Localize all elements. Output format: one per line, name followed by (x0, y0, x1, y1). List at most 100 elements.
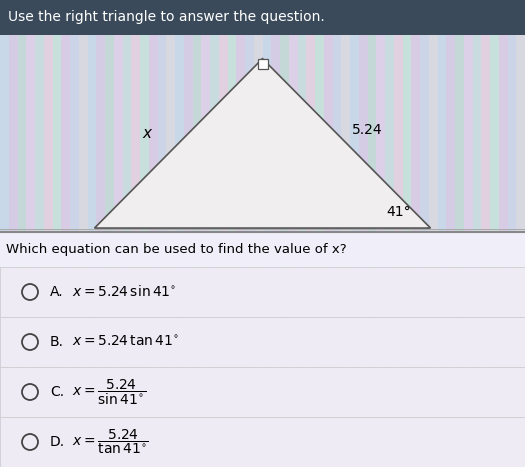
Bar (52, 267, 61, 467)
Bar (245, 267, 254, 467)
Bar (368, 35, 376, 232)
Bar (376, 267, 385, 467)
Bar (131, 267, 140, 467)
Bar (193, 267, 201, 467)
Text: $x = \dfrac{5.24}{\tan 41^{\circ}}$: $x = \dfrac{5.24}{\tan 41^{\circ}}$ (72, 428, 149, 456)
Text: $x = \dfrac{5.24}{\sin 41^{\circ}}$: $x = \dfrac{5.24}{\sin 41^{\circ}}$ (72, 377, 146, 407)
Bar (61, 267, 70, 467)
Bar (236, 267, 245, 467)
Bar (105, 35, 114, 232)
Bar (0, 35, 9, 232)
Bar (0, 0, 525, 35)
Bar (9, 35, 17, 232)
Bar (219, 35, 227, 232)
Bar (254, 267, 262, 467)
Bar (306, 35, 315, 232)
Bar (35, 35, 44, 232)
Bar (122, 267, 131, 467)
Bar (61, 35, 70, 232)
Bar (446, 267, 455, 467)
Text: D.: D. (50, 435, 65, 449)
Bar (499, 267, 508, 467)
Bar (341, 35, 350, 232)
Bar (70, 35, 79, 232)
Bar (481, 35, 490, 232)
Bar (262, 35, 271, 232)
Bar (158, 35, 166, 232)
Bar (298, 267, 306, 467)
Bar (227, 267, 236, 467)
Text: Use the right triangle to answer the question.: Use the right triangle to answer the que… (8, 10, 325, 24)
Bar (0, 232, 525, 267)
Bar (341, 267, 350, 467)
Bar (481, 267, 490, 467)
Bar (280, 35, 289, 232)
Text: x: x (142, 126, 152, 141)
Text: B.: B. (50, 335, 64, 349)
Bar (52, 35, 61, 232)
Bar (464, 267, 472, 467)
Bar (105, 267, 114, 467)
Bar (446, 35, 455, 232)
Bar (158, 267, 166, 467)
Bar (411, 267, 420, 467)
Bar (472, 267, 481, 467)
Bar (271, 35, 280, 232)
Bar (44, 35, 52, 232)
Bar (420, 267, 429, 467)
Bar (140, 267, 149, 467)
Bar (0, 367, 525, 417)
Bar (359, 35, 368, 232)
Bar (175, 267, 184, 467)
Bar (0, 317, 525, 367)
Bar (26, 267, 35, 467)
Bar (114, 35, 122, 232)
Bar (420, 35, 429, 232)
Bar (490, 35, 499, 232)
Bar (35, 267, 44, 467)
Bar (44, 267, 52, 467)
Text: $x = 5.24\,\tan 41^{\circ}$: $x = 5.24\,\tan 41^{\circ}$ (72, 335, 179, 349)
Bar (271, 267, 280, 467)
Bar (88, 35, 96, 232)
Bar (184, 267, 193, 467)
Bar (508, 35, 516, 232)
Bar (175, 35, 184, 232)
Bar (0, 267, 9, 467)
Bar (262, 267, 271, 467)
Bar (490, 267, 499, 467)
Bar (280, 267, 289, 467)
Text: A.: A. (50, 285, 64, 299)
Bar (17, 35, 26, 232)
Bar (376, 35, 385, 232)
Bar (464, 35, 472, 232)
Bar (245, 35, 254, 232)
Bar (455, 267, 464, 467)
Bar (96, 35, 105, 232)
Text: Which equation can be used to find the value of x?: Which equation can be used to find the v… (6, 243, 346, 256)
Bar (254, 35, 262, 232)
Bar (210, 35, 219, 232)
Polygon shape (94, 59, 430, 228)
Bar (26, 35, 35, 232)
Bar (140, 35, 149, 232)
Bar (166, 267, 175, 467)
Polygon shape (257, 59, 268, 69)
Bar (79, 35, 88, 232)
Bar (131, 35, 140, 232)
Bar (315, 35, 324, 232)
Bar (122, 35, 131, 232)
Bar (114, 267, 122, 467)
Bar (201, 267, 210, 467)
Bar (166, 35, 175, 232)
Text: 5.24: 5.24 (352, 122, 383, 136)
Text: $x = 5.24\,\sin 41^{\circ}$: $x = 5.24\,\sin 41^{\circ}$ (72, 284, 176, 299)
Bar (350, 35, 359, 232)
Bar (499, 35, 508, 232)
Bar (332, 267, 341, 467)
Bar (0, 267, 525, 317)
Bar (455, 35, 464, 232)
Bar (385, 35, 394, 232)
Bar (298, 35, 306, 232)
Bar (149, 35, 158, 232)
